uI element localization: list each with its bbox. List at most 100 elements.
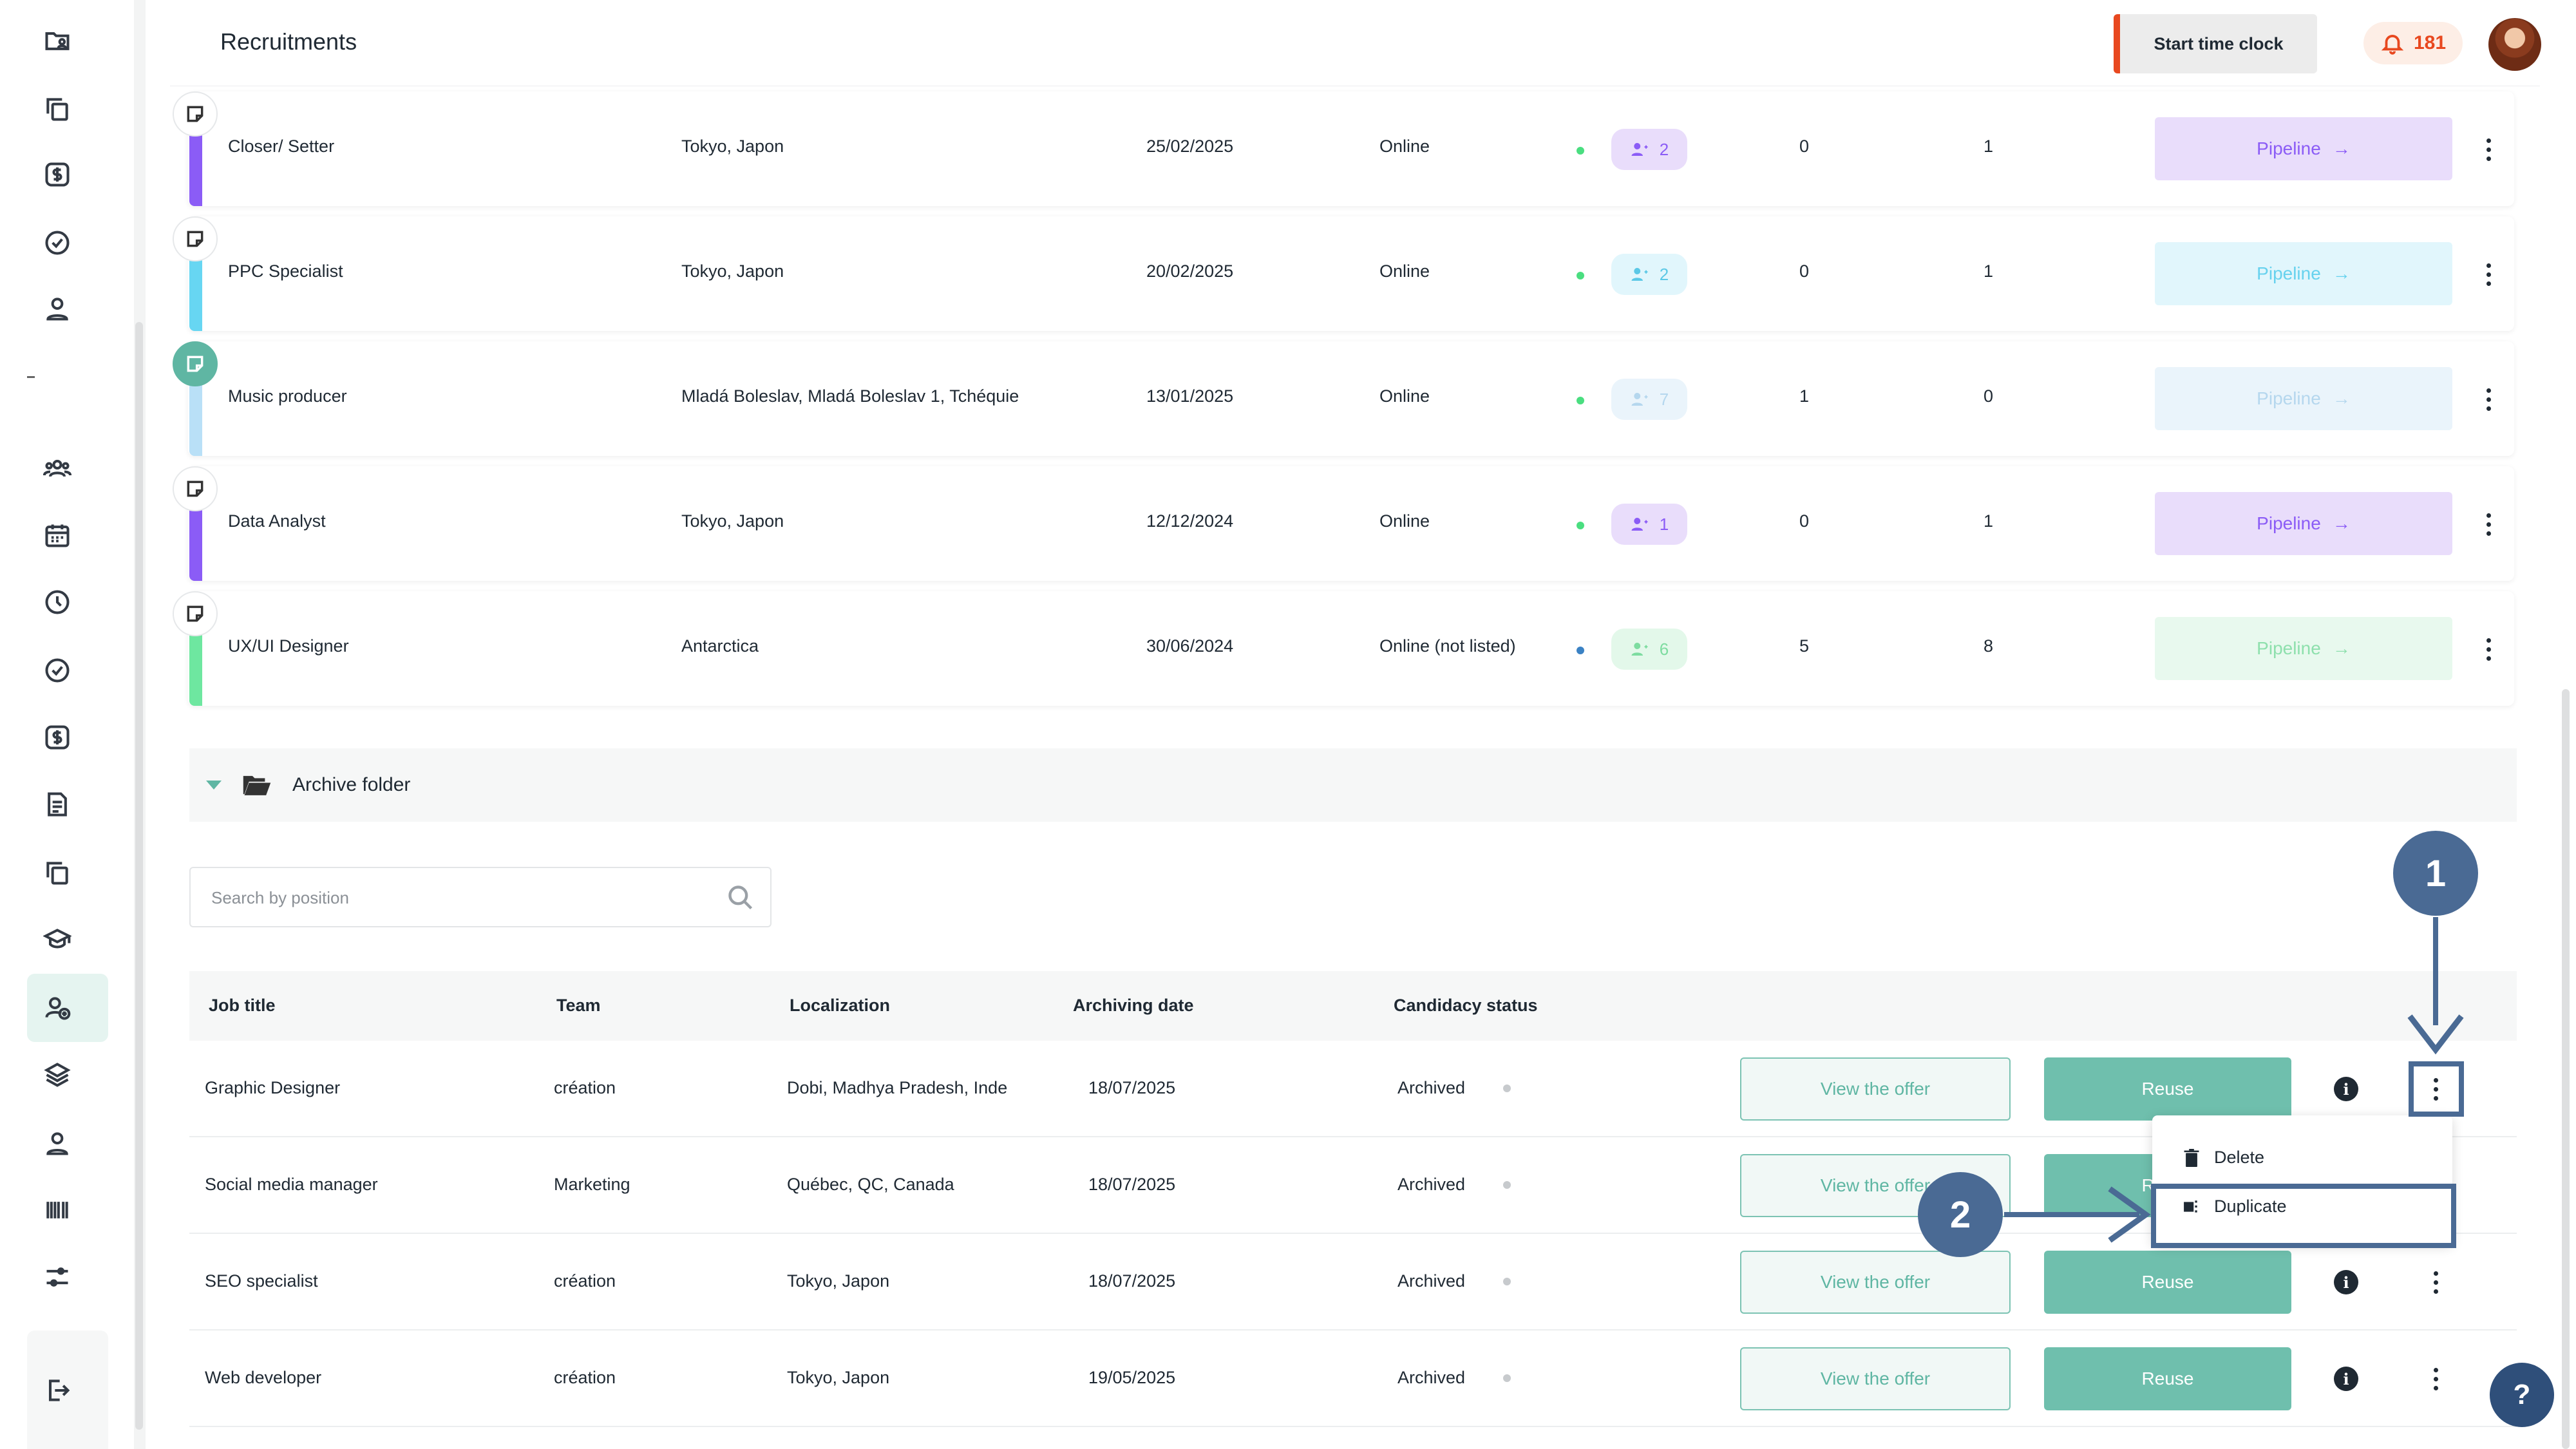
reuse-button[interactable]: Reuse <box>2044 1347 2291 1410</box>
duplicate-menu-item[interactable]: Duplicate <box>2183 1197 2287 1217</box>
archive-table-row: SEO specialist création Tokyo, Japon 18/… <box>189 1234 2517 1331</box>
view-offer-button[interactable]: View the offer <box>1740 1251 2011 1314</box>
copy-icon[interactable] <box>40 855 75 890</box>
more-options-icon[interactable] <box>2477 502 2500 546</box>
arrow-right-icon: → <box>2332 263 2351 283</box>
annotation-highlight-kebab <box>2409 1061 2464 1117</box>
archive-job-title: Web developer <box>205 1368 322 1387</box>
delete-menu-item[interactable]: Delete <box>2183 1148 2264 1168</box>
more-options-icon[interactable] <box>2424 1356 2447 1401</box>
help-button[interactable]: ? <box>2490 1363 2554 1427</box>
job-row[interactable]: Data Analyst Tokyo, Japon 12/12/2024 Onl… <box>173 466 2514 581</box>
job-count-a: 1 <box>1799 386 1810 406</box>
check-circle-icon[interactable] <box>40 653 75 688</box>
column-header-archiving-date[interactable]: Archiving date <box>1073 996 1194 1015</box>
info-icon[interactable]: i <box>2334 1077 2358 1101</box>
logout-icon[interactable] <box>40 1373 75 1408</box>
job-row[interactable]: Closer/ Setter Tokyo, Japon 25/02/2025 O… <box>173 91 2514 206</box>
candidates-badge[interactable]: 6 <box>1611 629 1687 670</box>
reuse-button[interactable]: Reuse <box>2044 1251 2291 1314</box>
column-header-job-title[interactable]: Job title <box>209 996 276 1015</box>
archive-team: Marketing <box>554 1175 630 1194</box>
copy-icon[interactable] <box>40 91 75 126</box>
archive-status-dot <box>1503 1374 1511 1382</box>
note-icon[interactable] <box>173 466 218 511</box>
column-header-candidacy-status[interactable]: Candidacy status <box>1394 996 1538 1015</box>
candidates-count: 2 <box>1659 264 1669 284</box>
annotation-arrow-1-shaft <box>2433 917 2438 1025</box>
check-circle-icon[interactable] <box>40 225 75 260</box>
archive-date: 18/07/2025 <box>1088 1271 1176 1291</box>
job-count-a: 0 <box>1799 511 1810 531</box>
candidates-count: 1 <box>1659 514 1669 534</box>
page-scrollbar[interactable] <box>2555 0 2576 1449</box>
pipeline-button[interactable]: Pipeline → <box>2155 242 2452 305</box>
job-title: Data Analyst <box>228 511 326 531</box>
annotation-step-1: 1 <box>2393 831 2478 916</box>
candidates-badge[interactable]: 2 <box>1611 129 1687 170</box>
folder-user-icon[interactable] <box>40 23 75 58</box>
job-date: 30/06/2024 <box>1146 636 1234 656</box>
candidates-badge[interactable]: 7 <box>1611 379 1687 420</box>
info-icon[interactable]: i <box>2334 1270 2358 1294</box>
graduation-icon[interactable] <box>40 922 75 957</box>
team-icon[interactable] <box>40 451 75 486</box>
notification-button[interactable]: 181 <box>2363 22 2463 64</box>
dollar-icon[interactable] <box>40 720 75 755</box>
view-offer-button[interactable]: View the offer <box>1740 1057 2011 1121</box>
avatar[interactable] <box>2488 18 2541 71</box>
layers-icon[interactable] <box>40 1057 75 1092</box>
pipeline-button[interactable]: Pipeline → <box>2155 617 2452 680</box>
more-options-icon[interactable] <box>2477 252 2500 296</box>
info-icon[interactable]: i <box>2334 1367 2358 1391</box>
search-input[interactable] <box>210 882 712 913</box>
archive-date: 19/05/2025 <box>1088 1368 1176 1387</box>
column-header-team[interactable]: Team <box>556 996 601 1015</box>
archive-search <box>189 867 772 927</box>
job-row[interactable]: UX/UI Designer Antarctica 30/06/2024 Onl… <box>173 591 2514 706</box>
status-dot <box>1577 397 1584 404</box>
job-count-a: 0 <box>1799 261 1810 281</box>
calendar-icon[interactable] <box>40 518 75 553</box>
job-count-b: 1 <box>1984 261 1994 281</box>
job-location: Tokyo, Japon <box>681 261 784 281</box>
pipeline-button[interactable]: Pipeline → <box>2155 117 2452 180</box>
reuse-button[interactable]: Reuse <box>2044 1057 2291 1121</box>
search-icon[interactable] <box>726 884 755 912</box>
start-time-clock-button[interactable]: Start time clock <box>2114 14 2317 73</box>
annotation-step-2: 2 <box>1918 1172 2003 1257</box>
page-scrollbar-thumb[interactable] <box>2562 689 2570 1449</box>
view-offer-button[interactable]: View the offer <box>1740 1347 2011 1410</box>
pipeline-button[interactable]: Pipeline → <box>2155 492 2452 555</box>
archive-job-title: Social media manager <box>205 1175 378 1194</box>
clock-icon[interactable] <box>40 585 75 620</box>
user-icon[interactable] <box>40 1126 75 1160</box>
more-options-icon[interactable] <box>2477 627 2500 671</box>
dollar-icon[interactable] <box>40 157 75 192</box>
archive-status: Archived <box>1397 1175 1466 1194</box>
candidates-badge[interactable]: 1 <box>1611 504 1687 545</box>
recruitment-icon[interactable] <box>40 990 75 1025</box>
users-icon <box>1631 268 1648 281</box>
sidebar-scrollbar-thumb[interactable] <box>135 322 143 1430</box>
user-icon[interactable] <box>40 291 75 326</box>
barcode-icon[interactable] <box>40 1193 75 1227</box>
column-header-localization[interactable]: Localization <box>790 996 891 1015</box>
more-options-icon[interactable] <box>2477 128 2500 171</box>
note-icon[interactable] <box>173 591 218 636</box>
row-actions-menu: Delete Duplicate <box>2152 1115 2452 1244</box>
note-icon[interactable] <box>173 341 218 386</box>
more-options-icon[interactable] <box>2477 377 2500 421</box>
archive-folder-toggle[interactable]: Archive folder <box>189 748 2517 822</box>
note-icon[interactable] <box>173 216 218 261</box>
sliders-icon[interactable] <box>40 1260 75 1294</box>
pipeline-button[interactable]: Pipeline → <box>2155 367 2452 430</box>
candidates-badge[interactable]: 2 <box>1611 254 1687 295</box>
document-icon[interactable] <box>40 787 75 822</box>
more-options-icon[interactable] <box>2424 1260 2447 1305</box>
users-icon <box>1631 393 1648 406</box>
more-options-icon[interactable] <box>2424 1066 2447 1112</box>
note-icon[interactable] <box>173 91 218 137</box>
job-row[interactable]: Music producer Mladá Boleslav, Mladá Bol… <box>173 341 2514 456</box>
job-row[interactable]: PPC Specialist Tokyo, Japon 20/02/2025 O… <box>173 216 2514 331</box>
